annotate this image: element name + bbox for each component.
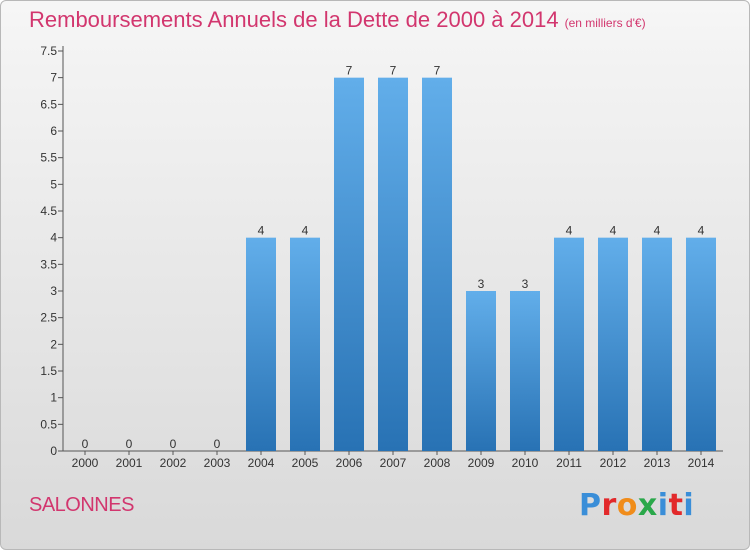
x-tick-label: 2011	[556, 456, 582, 470]
y-tick-label: 3.5	[40, 257, 57, 271]
x-tick-label: 2003	[204, 456, 231, 470]
x-tick-label: 2009	[468, 456, 495, 470]
bar	[466, 291, 496, 451]
logo-letter: i	[683, 488, 695, 523]
x-tick-label: 2014	[688, 456, 715, 470]
data-label: 4	[258, 224, 265, 238]
data-label: 0	[126, 437, 133, 451]
data-label: 7	[390, 64, 397, 78]
x-tick-label: 2007	[380, 456, 407, 470]
commune-name: SALONNES	[29, 494, 134, 516]
x-tick-label: 2013	[644, 456, 671, 470]
data-label: 3	[522, 277, 529, 291]
x-tick-label: 2008	[424, 456, 451, 470]
x-tick-label: 2012	[600, 456, 627, 470]
y-tick-label: 0.5	[40, 417, 57, 431]
bar	[290, 237, 320, 451]
y-tick-label: 5.5	[40, 151, 57, 165]
data-label: 4	[698, 224, 705, 238]
bar	[378, 77, 408, 452]
data-label: 0	[82, 437, 89, 451]
y-tick-label: 4.5	[40, 204, 57, 218]
logo-letter: t	[668, 488, 684, 523]
y-tick-label: 6	[50, 124, 57, 138]
y-tick-label: 2.5	[40, 311, 57, 325]
data-label: 7	[346, 64, 353, 78]
bar	[642, 237, 672, 451]
y-tick-label: 5	[50, 177, 57, 191]
bar	[554, 237, 584, 451]
bar	[686, 237, 716, 451]
x-tick-label: 2006	[336, 456, 363, 470]
title-text: Remboursements Annuels de la Dette de 20…	[29, 7, 559, 32]
y-tick-label: 7	[50, 71, 57, 85]
y-tick-label: 1.5	[40, 364, 57, 378]
x-tick-label: 2005	[292, 456, 319, 470]
bar	[422, 77, 452, 452]
x-tick-label: 2004	[248, 456, 275, 470]
bar	[598, 237, 628, 451]
logo-letter: P	[579, 488, 602, 523]
x-tick-label: 2002	[160, 456, 187, 470]
bar	[334, 77, 364, 452]
data-label: 4	[566, 224, 573, 238]
y-tick-label: 2	[50, 337, 57, 351]
data-label: 3	[478, 277, 485, 291]
data-label: 7	[434, 64, 441, 78]
y-tick-label: 0	[50, 444, 57, 458]
data-label: 4	[302, 224, 309, 238]
data-label: 4	[610, 224, 617, 238]
logo-letter: x	[637, 488, 658, 523]
y-tick-label: 1	[50, 391, 57, 405]
x-tick-label: 2000	[72, 456, 99, 470]
proxiti-logo[interactable]: Proxiti	[579, 488, 694, 523]
logo-letter: i	[657, 488, 669, 523]
y-tick-label: 3	[50, 284, 57, 298]
y-tick-label: 6.5	[40, 97, 57, 111]
bar	[510, 291, 540, 451]
logo-letter: r	[601, 488, 617, 523]
x-tick-label: 2010	[512, 456, 539, 470]
data-label: 0	[170, 437, 177, 451]
y-tick-label: 4	[50, 231, 57, 245]
x-tick-label: 2001	[116, 456, 143, 470]
y-tick-label: 7.5	[40, 44, 57, 58]
logo-letter: o	[616, 488, 638, 523]
data-label: 4	[654, 224, 661, 238]
data-label: 0	[214, 437, 221, 451]
bar	[246, 237, 276, 451]
chart-subtitle: (en milliers d'€)	[564, 16, 646, 30]
chart-title: Remboursements Annuels de la Dette de 20…	[29, 7, 646, 33]
